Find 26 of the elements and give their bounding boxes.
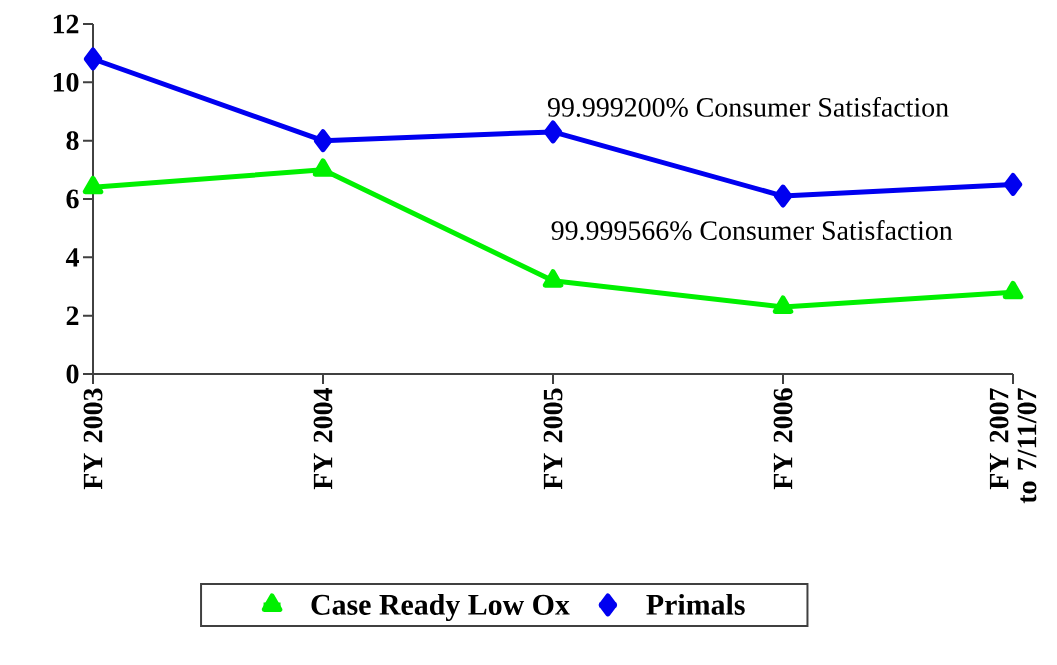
point	[83, 47, 103, 71]
x-tick-label: FY 2004	[313, 388, 333, 490]
point	[313, 129, 333, 153]
point	[542, 269, 564, 288]
x-tick-label: FY 2003	[83, 388, 103, 490]
y-tick-label: 12	[53, 14, 79, 34]
legend-label: Case Ready Low Ox	[311, 593, 570, 622]
y-tick-label: 6	[66, 189, 79, 209]
y-tick-label: 8	[66, 131, 79, 151]
point	[1003, 172, 1023, 196]
point	[543, 120, 563, 144]
point	[773, 184, 793, 208]
point	[772, 295, 794, 314]
x-tick-label: FY 2006	[773, 388, 793, 490]
y-tick-label: 2	[66, 306, 79, 325]
point	[312, 158, 334, 177]
annotation: 99.999566% Consumer Satisfaction	[551, 220, 953, 241]
point	[82, 175, 104, 195]
annotation: 99.999200% Consumer Satisfaction	[547, 96, 949, 117]
point	[1002, 280, 1024, 300]
x-tick-label: FY 2007 to 7/11/07	[989, 388, 1037, 504]
legend-label: Primals	[646, 593, 745, 615]
y-tick-label: 4	[65, 248, 79, 267]
y-tick-label: 10	[53, 72, 79, 92]
y-tick-label: 0	[66, 364, 79, 384]
x-tick-label: FY 2005	[543, 388, 563, 490]
